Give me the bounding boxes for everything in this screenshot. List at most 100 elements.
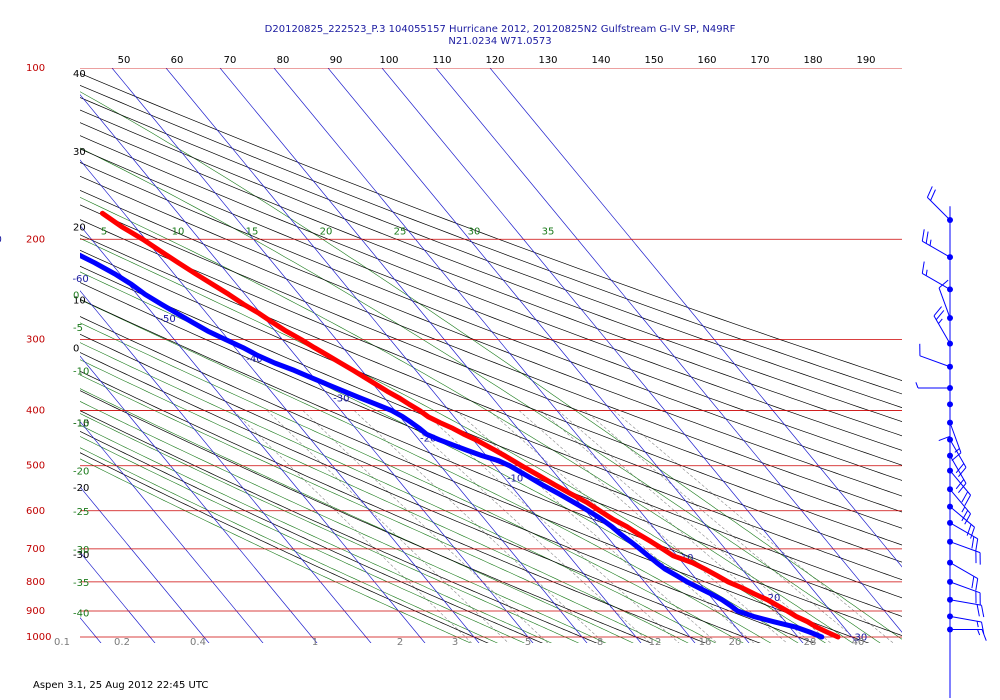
wind-barb-shaft <box>922 273 951 290</box>
wind-barb-flag <box>975 538 979 551</box>
isotherm-line <box>273 68 750 643</box>
wind-barb-flag <box>938 318 943 324</box>
moist-adiabat-line <box>80 388 634 643</box>
wind-barb-flag <box>955 463 965 474</box>
wind-barb-shaft <box>949 455 967 484</box>
wind-level-dot <box>947 419 953 426</box>
left-scale-label: -20 <box>73 483 89 494</box>
moist-adiabat-line <box>80 401 607 643</box>
top-scale-label: 120 <box>485 55 504 66</box>
wind-barb-shaft <box>949 599 982 606</box>
chart-title-line-1: D20120825_222523_P.3 104055157 Hurricane… <box>265 24 736 35</box>
wind-level-dot <box>947 436 953 443</box>
wind-barb-flag <box>921 229 925 242</box>
wind-barb-flag <box>958 483 967 493</box>
wind-barb-flag <box>951 452 962 461</box>
wind-barb-shaft <box>949 470 971 496</box>
mixing-ratio-line <box>558 410 832 643</box>
dry-adiabat-line <box>80 390 652 643</box>
wind-barb-shaft <box>949 541 981 554</box>
mixing-ratio-label: 0.1 <box>54 637 70 648</box>
top-scale-label: 90 <box>330 55 343 66</box>
mixing-ratio-line <box>456 410 718 643</box>
top-scale-label: 150 <box>644 55 663 66</box>
top-scale-label: 60 <box>171 55 184 66</box>
dry-adiabat-line <box>80 97 902 409</box>
left-scale-label: -30 <box>73 550 89 561</box>
moist-adiabat-label: 30 <box>468 226 481 237</box>
moist-adiabat-label: 15 <box>246 226 259 237</box>
wind-level-dot <box>947 486 953 493</box>
wind-barb-shaft <box>949 506 975 528</box>
wind-barb-flag <box>961 506 966 513</box>
wind-barb-flag <box>981 605 985 618</box>
dry-adiabat-line <box>80 204 902 529</box>
isotherm-line <box>80 159 480 643</box>
pressure-label: 300 <box>26 334 45 345</box>
dry-adiabat-line <box>80 162 902 481</box>
temperature-profile <box>99 210 841 640</box>
mixing-ratio-line <box>489 410 755 643</box>
wind-level-dot <box>947 503 953 510</box>
mixing-ratio-line <box>518 410 788 643</box>
wind-barb-shaft <box>938 287 951 319</box>
mixing-ratio-label: 16 <box>699 637 712 648</box>
pressure-label: 900 <box>26 606 45 617</box>
wind-barb-flag <box>925 231 929 244</box>
wind-level-dot <box>947 452 953 459</box>
moist-adiabat-line <box>80 271 799 643</box>
isotherm-label: -40 <box>246 354 262 365</box>
mixing-ratio-label: 2 <box>397 637 403 648</box>
wind-barb-flag <box>977 629 981 636</box>
left-scale-label: -25 <box>73 507 89 518</box>
pressure-label: 200 <box>26 234 45 245</box>
wind-barb-shaft <box>933 315 951 344</box>
dry-adiabat-line <box>80 452 489 643</box>
wind-level-dot <box>947 401 953 408</box>
pressure-label: 600 <box>26 506 45 517</box>
wind-barb-flag <box>981 629 987 641</box>
moist-adiabat-line <box>80 237 827 643</box>
pressure-label: 500 <box>26 461 45 472</box>
left-scale-label: -5 <box>73 323 83 334</box>
mixing-ratio-line <box>302 410 549 643</box>
pressure-label: 400 <box>26 406 45 417</box>
left-scale-label: -35 <box>73 578 89 589</box>
dry-adiabat-line <box>80 189 902 513</box>
top-scale-label: 110 <box>432 55 451 66</box>
top-scale-label: 170 <box>750 55 769 66</box>
mixing-ratio-line <box>613 410 894 643</box>
wind-barb-flag <box>966 524 972 536</box>
mixing-ratio-label: 3 <box>452 637 458 648</box>
moist-adiabat-label: 25 <box>394 226 407 237</box>
dry-adiabat-line <box>80 430 543 643</box>
isotherm-line <box>111 68 588 643</box>
dry-adiabat-line <box>80 282 902 617</box>
top-scale-label: 70 <box>224 55 237 66</box>
moist-adiabat-line <box>80 342 717 643</box>
top-scale-label: 100 <box>379 55 398 66</box>
mixing-ratio-label: 0.4 <box>190 637 206 648</box>
wind-barb-flag <box>938 435 951 442</box>
wind-barb-shaft <box>949 488 971 515</box>
dry-adiabat-line <box>80 316 870 643</box>
left-scale-label: -40 <box>73 608 89 619</box>
dry-adiabat-line <box>80 370 707 643</box>
dry-adiabat-line <box>80 298 902 636</box>
dry-adiabat-line <box>80 234 902 563</box>
mixing-ratio-label: 20 <box>729 637 742 648</box>
moist-adiabat-line <box>80 91 902 640</box>
mixing-ratio-line <box>395 410 651 643</box>
background-grid <box>80 68 902 643</box>
isotherm-line <box>435 68 902 633</box>
mixing-ratio-line <box>233 410 473 643</box>
wind-barb-flag <box>958 467 967 478</box>
isotherm-line <box>219 68 696 643</box>
wind-barb-shaft <box>949 562 978 580</box>
mixing-ratio-label: 1 <box>312 637 318 648</box>
moist-adiabat-line <box>80 413 580 643</box>
chart-title-line-2: N21.0234 W71.0573 <box>448 36 551 47</box>
wind-level-dot <box>947 384 953 391</box>
wind-barb-flag <box>970 527 975 539</box>
